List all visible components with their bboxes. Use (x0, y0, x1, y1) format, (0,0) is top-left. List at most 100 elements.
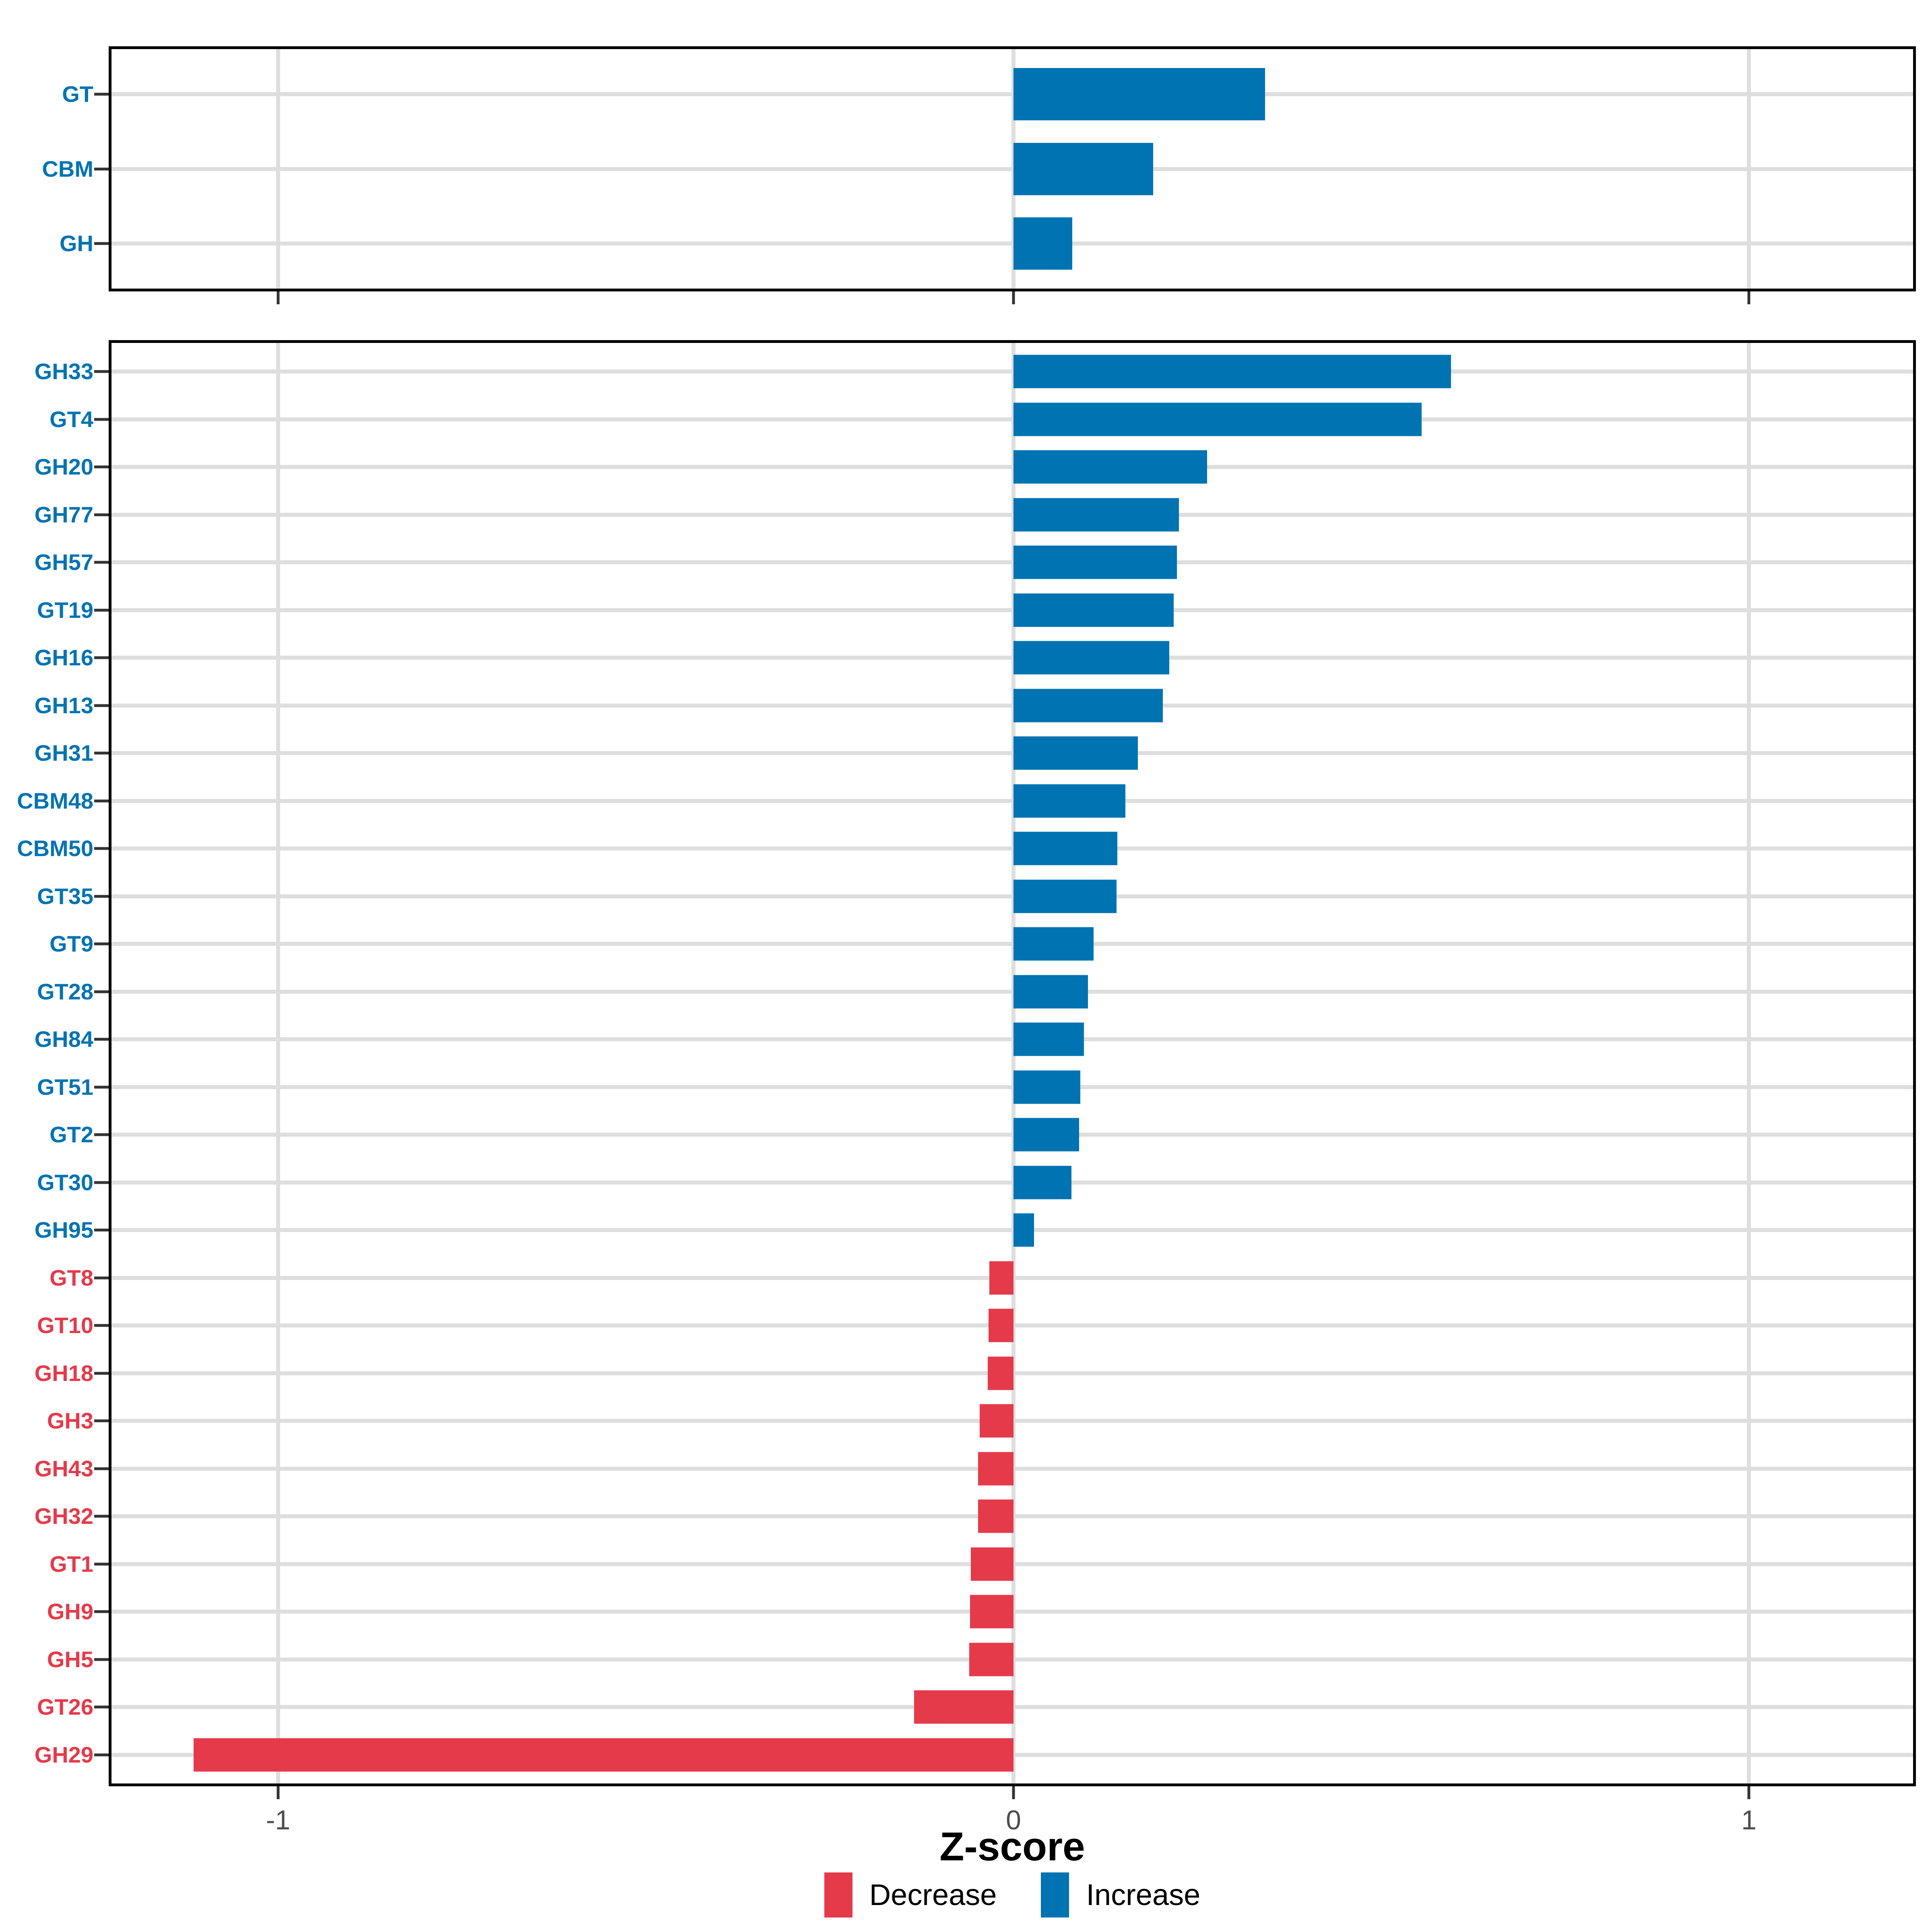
bar-GT26 (914, 1690, 1013, 1724)
bar-GT (1013, 68, 1265, 120)
y-tick-GH20 (94, 465, 109, 469)
bar-GT51 (1013, 1070, 1081, 1104)
gridline-row-GH84 (111, 1037, 1913, 1042)
bar-GH13 (1013, 689, 1163, 722)
x-tick-1-panel1 (1747, 1786, 1750, 1799)
x-tick-label--1: -1 (266, 1805, 291, 1835)
y-tick-GH57 (94, 561, 109, 564)
y-tick-GT9 (94, 942, 109, 945)
bar-GH3 (979, 1404, 1013, 1438)
legend-item-decrease: Decrease (824, 1872, 997, 1918)
bar-GH16 (1013, 641, 1170, 675)
bar-GT2 (1013, 1118, 1079, 1152)
y-axis-label-GT9: GT9 (50, 931, 93, 957)
y-axis-label-GT1: GT1 (50, 1551, 93, 1577)
panel-enzyme-families-plot-area (111, 343, 1913, 1783)
bar-GT19 (1013, 593, 1174, 627)
y-tick-GT10 (94, 1324, 109, 1327)
y-axis-label-GT8: GT8 (50, 1265, 93, 1290)
bar-GH84 (1013, 1022, 1084, 1056)
gridline-row-GH20 (111, 465, 1913, 469)
gridline-row-GH95 (111, 1228, 1913, 1232)
y-tick-GH16 (94, 656, 109, 659)
bar-GH31 (1013, 736, 1138, 770)
y-tick-GH5 (94, 1658, 109, 1661)
bar-GT30 (1013, 1166, 1072, 1199)
y-axis-label-GT30: GT30 (37, 1169, 93, 1195)
y-tick-GT1 (94, 1563, 109, 1566)
y-tick-GT8 (94, 1276, 109, 1280)
y-axis-label-GH: GH (60, 231, 93, 256)
bar-GH20 (1013, 450, 1207, 484)
y-tick-GT4 (94, 418, 109, 421)
gridline-row-GH77 (111, 512, 1913, 517)
bar-GT8 (989, 1261, 1013, 1295)
y-axis-label-GH84: GH84 (34, 1026, 93, 1052)
y-tick-CBM50 (94, 847, 109, 850)
legend-swatch-increase (1041, 1872, 1069, 1918)
x-tick-label-1: 1 (1741, 1805, 1757, 1835)
bar-GH9 (970, 1595, 1013, 1629)
bar-GT35 (1013, 879, 1117, 913)
y-axis-label-GT26: GT26 (37, 1694, 93, 1720)
y-axis-label-GT19: GT19 (37, 597, 93, 623)
gridline-row-GH (111, 242, 1913, 246)
y-axis-label-GH57: GH57 (34, 549, 93, 575)
y-tick-GH3 (94, 1419, 109, 1422)
legend: Decrease Increase (111, 1872, 1913, 1918)
x-tick-label-0: 0 (1006, 1805, 1021, 1835)
y-tick-CBM48 (94, 799, 109, 803)
gridline-row-CBM48 (111, 799, 1913, 803)
bar-GT4 (1013, 402, 1422, 436)
bar-GH95 (1013, 1213, 1034, 1247)
gridline-row-GH31 (111, 751, 1913, 755)
y-tick-GH95 (94, 1228, 109, 1232)
y-axis-label-GT4: GT4 (50, 406, 93, 432)
y-axis-label-GH95: GH95 (34, 1217, 93, 1243)
bar-GH29 (193, 1738, 1013, 1772)
gridline-row-GT28 (111, 989, 1913, 994)
gridline-row-GT (111, 92, 1913, 96)
gridline-row-GH13 (111, 703, 1913, 708)
bar-GH (1013, 217, 1073, 270)
y-axis-label-GH31: GH31 (34, 740, 93, 766)
y-axis-label-GT: GT (62, 81, 93, 107)
gridline-row-GT4 (111, 417, 1913, 421)
x-tick--1-panel1 (277, 1786, 280, 1799)
gridline-row-GT19 (111, 608, 1913, 612)
gridline-row-CBM50 (111, 846, 1913, 851)
y-tick-GT51 (94, 1086, 109, 1089)
gridline-row-GT35 (111, 894, 1913, 898)
gridline-vertical-1 (1747, 343, 1751, 1783)
y-tick-GT30 (94, 1181, 109, 1184)
y-tick-GH29 (94, 1753, 109, 1757)
y-tick-GH84 (94, 1038, 109, 1041)
bar-GT1 (971, 1547, 1013, 1581)
y-axis-label-CBM: CBM (42, 156, 93, 182)
gridline-row-GT9 (111, 942, 1913, 946)
y-tick-GT28 (94, 990, 109, 993)
y-tick-CBM (94, 167, 109, 170)
y-axis-label-GT2: GT2 (50, 1122, 93, 1148)
bar-CBM (1013, 142, 1154, 195)
panel-enzyme-families (109, 340, 1916, 1786)
legend-label-decrease: Decrease (869, 1878, 997, 1911)
y-tick-GH77 (94, 513, 109, 516)
y-axis-label-GH33: GH33 (34, 359, 93, 384)
gridline-row-CBM (111, 167, 1913, 171)
bar-GH77 (1013, 498, 1179, 532)
gridline-row-GT2 (111, 1133, 1913, 1137)
legend-item-increase: Increase (1041, 1872, 1200, 1918)
y-tick-GT26 (94, 1705, 109, 1709)
bar-CBM50 (1013, 832, 1117, 865)
y-axis-label-GH77: GH77 (34, 502, 93, 527)
y-axis-label-GH29: GH29 (34, 1742, 93, 1767)
y-axis-label-GH43: GH43 (34, 1455, 93, 1481)
y-tick-GH13 (94, 704, 109, 707)
bar-GT9 (1013, 927, 1094, 961)
gridline-row-GH57 (111, 560, 1913, 565)
bar-GH32 (978, 1499, 1013, 1533)
y-axis-label-GT10: GT10 (37, 1313, 93, 1338)
y-axis-label-GH5: GH5 (47, 1646, 93, 1672)
